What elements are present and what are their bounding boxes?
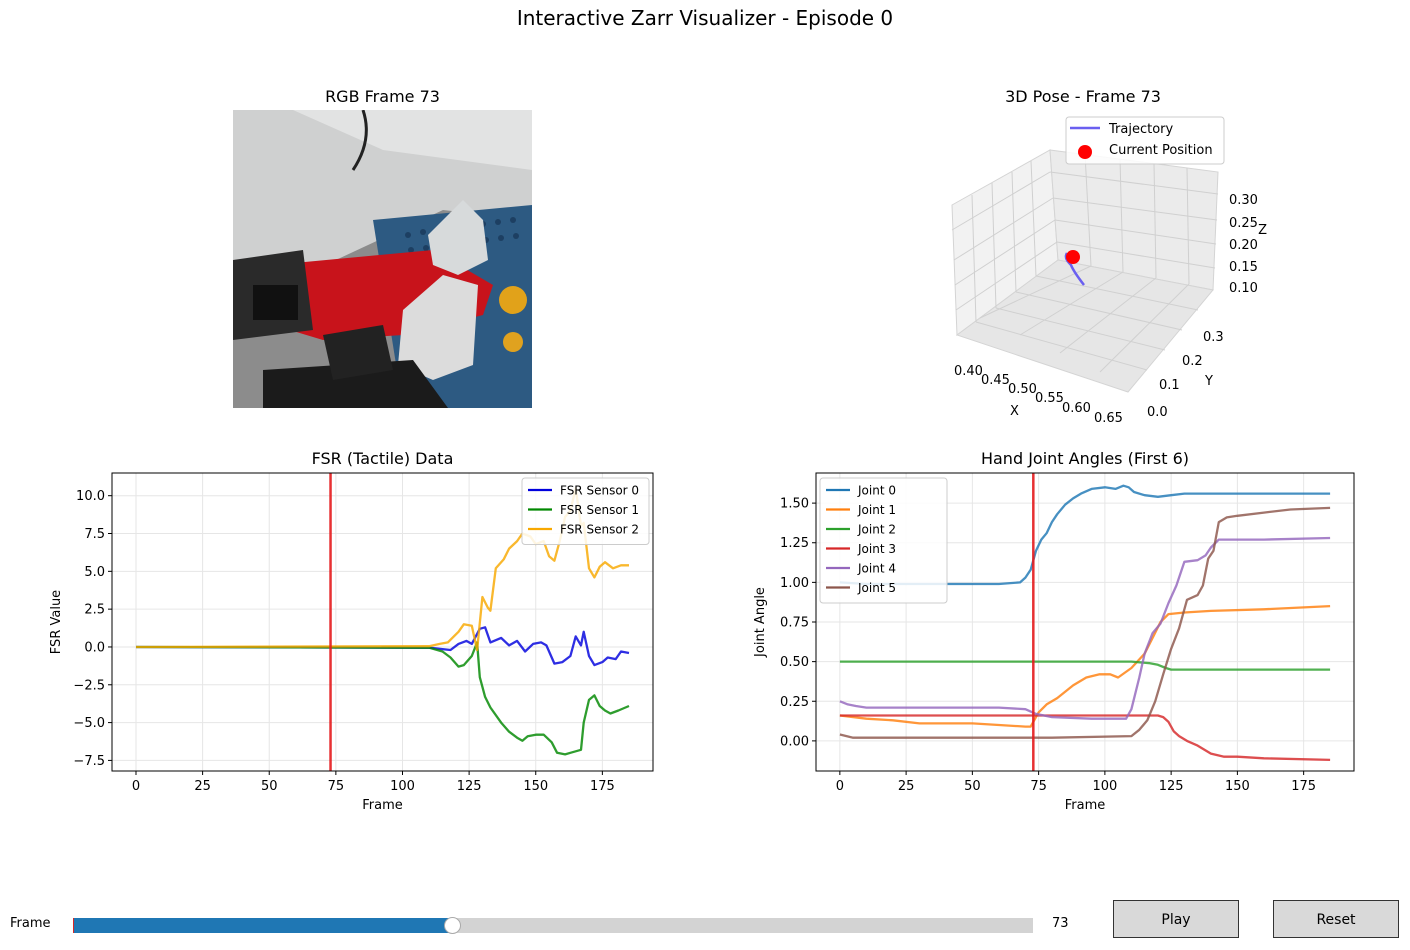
x-tick-label: 175 bbox=[590, 779, 615, 794]
x-axis-label: Frame bbox=[362, 798, 403, 813]
x-tick-label: 25 bbox=[194, 779, 211, 794]
x-tick-label: 25 bbox=[898, 779, 915, 794]
x-tick-label: 125 bbox=[457, 779, 482, 794]
chart-title: FSR (Tactile) Data bbox=[312, 449, 454, 468]
play-button[interactable]: Play bbox=[1113, 900, 1239, 938]
legend-label: Joint 5 bbox=[857, 581, 896, 595]
y-axis-label: Y bbox=[1204, 374, 1213, 389]
reset-button[interactable]: Reset bbox=[1273, 900, 1399, 938]
y-tick-label: −2.5 bbox=[73, 678, 105, 693]
pose-3d-plot: 0.40 0.45 0.50 0.55 0.60 0.65 X 0.0 0.1 … bbox=[951, 116, 1267, 426]
frame-slider-value: 73 bbox=[1052, 916, 1069, 931]
series-line-1 bbox=[839, 604, 1331, 728]
y-tick-label: 10.0 bbox=[76, 489, 105, 504]
y-tick-label: 0.50 bbox=[780, 655, 809, 670]
z-axis-label: Z bbox=[1258, 223, 1267, 238]
legend-label: Joint 3 bbox=[857, 542, 896, 556]
figure-title: Interactive Zarr Visualizer - Episode 0 bbox=[516, 6, 894, 30]
rgb-panel-title: RGB Frame 73 bbox=[325, 87, 440, 106]
x-tick-label: 175 bbox=[1291, 779, 1316, 794]
x-axis-label: X bbox=[1010, 404, 1019, 419]
y-tick-label: 1.00 bbox=[780, 576, 809, 591]
y-tick-label: −7.5 bbox=[73, 754, 105, 769]
x-tick-label: 0 bbox=[836, 779, 844, 794]
y-tick-label: 1.25 bbox=[780, 536, 809, 551]
series-line-0 bbox=[135, 626, 630, 667]
x-tick-label: 0.55 bbox=[1035, 391, 1064, 406]
legend-trajectory: Trajectory bbox=[1108, 122, 1173, 137]
x-tick-label: 0.50 bbox=[1008, 382, 1037, 397]
x-tick-label: 150 bbox=[523, 779, 548, 794]
rgb-image-drawing bbox=[233, 110, 532, 408]
x-tick-label: 50 bbox=[964, 779, 981, 794]
series-line-3 bbox=[839, 714, 1331, 762]
y-tick-label: 0.2 bbox=[1182, 354, 1203, 369]
x-tick-label: 100 bbox=[1092, 779, 1117, 794]
y-tick-label: 1.50 bbox=[780, 497, 809, 512]
y-tick-label: −5.0 bbox=[73, 716, 105, 731]
legend-box bbox=[819, 477, 948, 604]
y-tick-label: 0.0 bbox=[1147, 405, 1168, 420]
legend-label: Joint 4 bbox=[857, 562, 896, 576]
frame-slider[interactable] bbox=[73, 917, 1033, 934]
y-tick-label: 0.75 bbox=[780, 616, 809, 631]
current-position-marker bbox=[1066, 250, 1080, 264]
x-tick-label: 150 bbox=[1225, 779, 1250, 794]
y-tick-label: 0.1 bbox=[1159, 378, 1180, 393]
series-line-5 bbox=[839, 506, 1331, 739]
rgb-camera-image bbox=[233, 110, 532, 408]
frame-slider-handle[interactable] bbox=[443, 917, 461, 934]
z-tick-label: 0.30 bbox=[1229, 193, 1258, 208]
chart-title: Hand Joint Angles (First 6) bbox=[981, 449, 1189, 468]
x-tick-label: 75 bbox=[1030, 779, 1047, 794]
x-axis-label: Frame bbox=[1065, 798, 1106, 813]
legend-label: FSR Sensor 2 bbox=[560, 523, 639, 537]
pose-legend: Trajectory Current Position bbox=[1065, 116, 1225, 165]
plot-area-frame bbox=[815, 472, 1355, 772]
y-axis-label: Joint Angle bbox=[753, 587, 768, 658]
series-line-0 bbox=[839, 484, 1331, 586]
series-line-4 bbox=[839, 536, 1331, 720]
y-tick-label: 0.00 bbox=[780, 734, 809, 749]
y-tick-label: 2.5 bbox=[84, 603, 105, 618]
x-tick-label: 75 bbox=[328, 779, 345, 794]
z-tick-label: 0.25 bbox=[1229, 216, 1258, 231]
legend-label: Joint 0 bbox=[857, 484, 896, 498]
plot-area-frame bbox=[111, 472, 654, 772]
y-tick-label: 0.3 bbox=[1203, 330, 1224, 345]
legend-label: Joint 2 bbox=[857, 523, 896, 537]
x-tick-label: 0.60 bbox=[1062, 401, 1091, 416]
series-line-1 bbox=[135, 641, 630, 756]
x-tick-label: 0.65 bbox=[1094, 411, 1123, 426]
legend-label: FSR Sensor 1 bbox=[560, 503, 639, 517]
legend-current-position: Current Position bbox=[1109, 143, 1213, 158]
legend-box bbox=[521, 477, 650, 545]
legend-label: Joint 1 bbox=[857, 503, 896, 517]
joint-chart: Hand Joint Angles (First 6) 0 25 50 75 100 125… bbox=[753, 449, 1355, 813]
grid-lines bbox=[951, 153, 1219, 373]
x-tick-label: 125 bbox=[1159, 779, 1184, 794]
y-tick-label: 5.0 bbox=[84, 565, 105, 580]
frame-slider-fill bbox=[73, 918, 452, 933]
pose-panel-title: 3D Pose - Frame 73 bbox=[1005, 87, 1161, 106]
x-tick-label: 50 bbox=[261, 779, 278, 794]
x-tick-label: 0.40 bbox=[954, 364, 983, 379]
frame-slider-start-marker bbox=[73, 918, 74, 933]
x-tick-label: 100 bbox=[390, 779, 415, 794]
frame-slider-label: Frame bbox=[10, 916, 51, 931]
legend-label: FSR Sensor 0 bbox=[560, 484, 639, 498]
y-tick-label: 0.25 bbox=[780, 695, 809, 710]
series-line-2 bbox=[839, 660, 1331, 671]
x-tick-label: 0.45 bbox=[981, 373, 1010, 388]
y-tick-label: 7.5 bbox=[84, 527, 105, 542]
z-tick-label: 0.20 bbox=[1229, 238, 1258, 253]
x-tick-label: 0 bbox=[132, 779, 140, 794]
y-axis-label: FSR Value bbox=[49, 590, 64, 654]
y-tick-label: 0.0 bbox=[84, 640, 105, 655]
z-tick-label: 0.15 bbox=[1229, 260, 1258, 275]
fsr-chart: FSR (Tactile) Data 0 25 50 75 100 125 150 175 −7.… bbox=[49, 449, 654, 813]
z-tick-label: 0.10 bbox=[1229, 281, 1258, 296]
